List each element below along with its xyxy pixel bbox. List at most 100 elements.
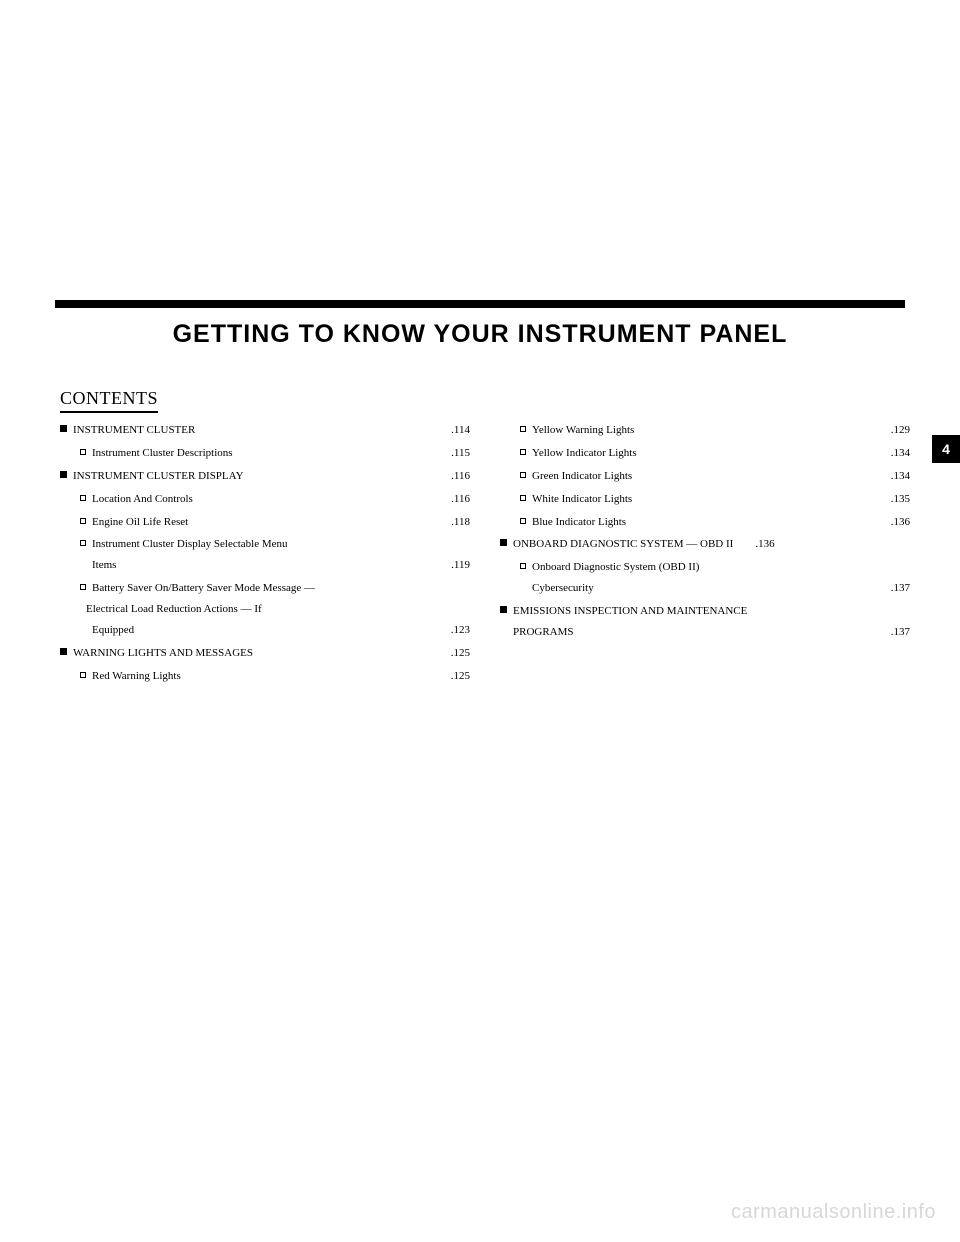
bullet-open-icon [520, 489, 526, 510]
leader-dots [253, 645, 449, 656]
toc-page: .134 [889, 443, 910, 464]
leader-dots [181, 668, 449, 679]
toc-page: .114 [449, 420, 470, 441]
toc-page: .134 [889, 466, 910, 487]
toc-entry: Location And Controls .116 [80, 489, 470, 510]
toc-label: ONBOARD DIAGNOSTIC SYSTEM — OBD II [513, 534, 733, 555]
toc-label: Red Warning Lights [92, 666, 181, 687]
toc-entry: White Indicator Lights .135 [520, 489, 910, 510]
toc-page: .123 [449, 620, 470, 641]
leader-dots [634, 422, 888, 433]
toc-entry: EMISSIONS INSPECTION AND MAINTENANCEPROG… [500, 601, 910, 643]
toc-entry: Battery Saver On/Battery Saver Mode Mess… [80, 578, 470, 641]
toc-entry: Engine Oil Life Reset .118 [80, 512, 470, 533]
toc-label: WARNING LIGHTS AND MESSAGES [73, 643, 253, 664]
toc-label: White Indicator Lights [532, 489, 632, 510]
bullet-open-icon [80, 512, 86, 533]
toc-label: Items [92, 555, 116, 576]
toc-entry: Yellow Warning Lights .129 [520, 420, 910, 441]
toc-page: .125 [449, 666, 470, 687]
bullet-open-icon [80, 534, 86, 555]
header-rule [55, 300, 905, 308]
leader-dots [626, 514, 889, 525]
toc-entry: Red Warning Lights .125 [80, 666, 470, 687]
toc-page: .137 [889, 578, 910, 599]
bullet-open-icon [80, 489, 86, 510]
bullet-open-icon [520, 443, 526, 464]
leader-dots [244, 468, 450, 479]
toc-label: INSTRUMENT CLUSTER [73, 420, 195, 441]
toc-label: Battery Saver On/Battery Saver Mode Mess… [92, 578, 315, 599]
toc-page: .129 [889, 420, 910, 441]
toc-label: Instrument Cluster Descriptions [92, 443, 233, 464]
bullet-open-icon [520, 466, 526, 487]
toc-label: Engine Oil Life Reset [92, 512, 188, 533]
bullet-filled-icon [60, 466, 67, 487]
toc-page: .136 [889, 512, 910, 533]
manual-page: GETTING TO KNOW YOUR INSTRUMENT PANEL CO… [0, 0, 960, 1242]
toc-entry: Blue Indicator Lights .136 [520, 512, 910, 533]
bullet-filled-icon [60, 420, 67, 441]
toc-entry: Onboard Diagnostic System (OBD II)Cybers… [520, 557, 910, 599]
bullet-open-icon [520, 512, 526, 533]
toc-page: .116 [449, 466, 470, 487]
toc-page: .119 [449, 555, 470, 576]
toc-label: Electrical Load Reduction Actions — If [86, 599, 262, 620]
leader-dots [574, 624, 889, 635]
toc-entry: INSTRUMENT CLUSTER .114 [60, 420, 470, 441]
contents-heading: CONTENTS [60, 388, 158, 413]
leader-dots [134, 622, 449, 633]
toc-entry: Instrument Cluster Descriptions .115 [80, 443, 470, 464]
toc-label: EMISSIONS INSPECTION AND MAINTENANCE [513, 601, 747, 622]
bullet-open-icon [520, 557, 526, 578]
bullet-open-icon [80, 666, 86, 687]
leader-dots [195, 422, 449, 433]
bullet-open-icon [520, 420, 526, 441]
toc-label: Cybersecurity [532, 578, 594, 599]
toc-columns: INSTRUMENT CLUSTER.114Instrument Cluster… [60, 420, 910, 689]
toc-page: .125 [449, 643, 470, 664]
toc-entry: INSTRUMENT CLUSTER DISPLAY .116 [60, 466, 470, 487]
toc-label: Yellow Indicator Lights [532, 443, 637, 464]
bullet-open-icon [80, 578, 86, 599]
toc-page: .136 [753, 534, 774, 555]
leader-dots [193, 491, 449, 502]
bullet-filled-icon [60, 643, 67, 664]
leader-dots [233, 445, 450, 456]
leader-dots [637, 445, 889, 456]
section-tab-number: 4 [942, 441, 950, 457]
toc-label: Blue Indicator Lights [532, 512, 626, 533]
bullet-open-icon [80, 443, 86, 464]
leader-dots [594, 580, 889, 591]
toc-label: Onboard Diagnostic System (OBD II) [532, 557, 699, 578]
leader-dots [632, 491, 889, 502]
toc-label: Location And Controls [92, 489, 193, 510]
toc-right-column: Yellow Warning Lights.129Yellow Indicato… [500, 420, 910, 689]
toc-label: Yellow Warning Lights [532, 420, 634, 441]
leader-dots [116, 557, 449, 568]
toc-entry: Yellow Indicator Lights .134 [520, 443, 910, 464]
toc-left-column: INSTRUMENT CLUSTER.114Instrument Cluster… [60, 420, 470, 689]
leader-dots [632, 468, 889, 479]
toc-label: INSTRUMENT CLUSTER DISPLAY [73, 466, 244, 487]
toc-entry: Green Indicator Lights .134 [520, 466, 910, 487]
toc-page: .115 [449, 443, 470, 464]
toc-entry: ONBOARD DIAGNOSTIC SYSTEM — OBD II .136 [500, 534, 910, 555]
toc-entry: WARNING LIGHTS AND MESSAGES .125 [60, 643, 470, 664]
toc-label: Instrument Cluster Display Selectable Me… [92, 534, 288, 555]
watermark: carmanualsonline.info [731, 1201, 936, 1224]
leader-dots [733, 536, 753, 547]
toc-label: PROGRAMS [513, 622, 574, 643]
chapter-title: GETTING TO KNOW YOUR INSTRUMENT PANEL [0, 320, 960, 349]
toc-entry: Instrument Cluster Display Selectable Me… [80, 534, 470, 576]
bullet-filled-icon [500, 534, 507, 555]
leader-dots [188, 514, 449, 525]
toc-page: .135 [889, 489, 910, 510]
toc-page: .118 [449, 512, 470, 533]
bullet-filled-icon [500, 601, 507, 622]
toc-label: Green Indicator Lights [532, 466, 632, 487]
toc-label: Equipped [92, 620, 134, 641]
toc-page: .137 [889, 622, 910, 643]
section-tab: 4 [932, 435, 960, 463]
toc-page: .116 [449, 489, 470, 510]
